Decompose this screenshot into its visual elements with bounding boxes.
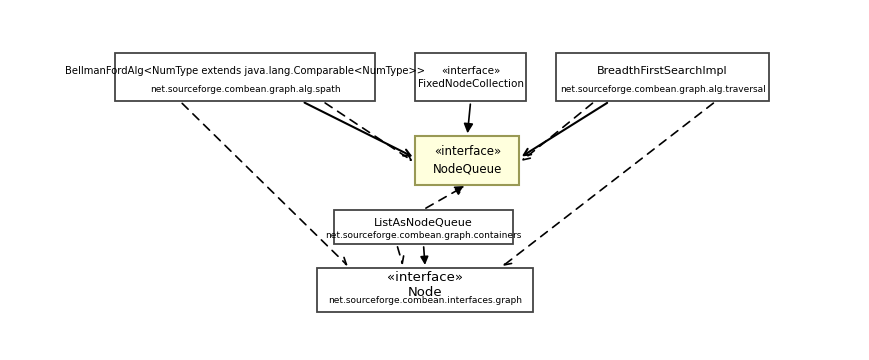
Bar <box>415 136 520 185</box>
Text: net.sourceforge.combean.graph.containers: net.sourceforge.combean.graph.containers <box>325 231 521 240</box>
Text: «interface»
FixedNodeCollection: «interface» FixedNodeCollection <box>418 66 524 89</box>
Text: net.sourceforge.combean.graph.alg.traversal: net.sourceforge.combean.graph.alg.traver… <box>560 85 766 94</box>
Text: BellmanFordAlg<NumType extends java.lang.Comparable<NumType>>: BellmanFordAlg<NumType extends java.lang… <box>65 66 425 76</box>
Text: BreadthFirstSearchImpl: BreadthFirstSearchImpl <box>597 66 728 76</box>
Text: «interface»
NodeQueue: «interface» NodeQueue <box>433 145 502 175</box>
Bar <box>116 53 375 102</box>
Bar <box>556 53 768 102</box>
Text: ListAsNodeQueue: ListAsNodeQueue <box>374 218 473 228</box>
Bar <box>415 53 526 102</box>
Bar <box>317 268 533 312</box>
Text: «interface»
Node: «interface» Node <box>388 271 463 298</box>
Text: net.sourceforge.combean.interfaces.graph: net.sourceforge.combean.interfaces.graph <box>328 297 522 306</box>
Text: net.sourceforge.combean.graph.alg.spath: net.sourceforge.combean.graph.alg.spath <box>149 85 341 94</box>
Bar <box>335 210 513 244</box>
